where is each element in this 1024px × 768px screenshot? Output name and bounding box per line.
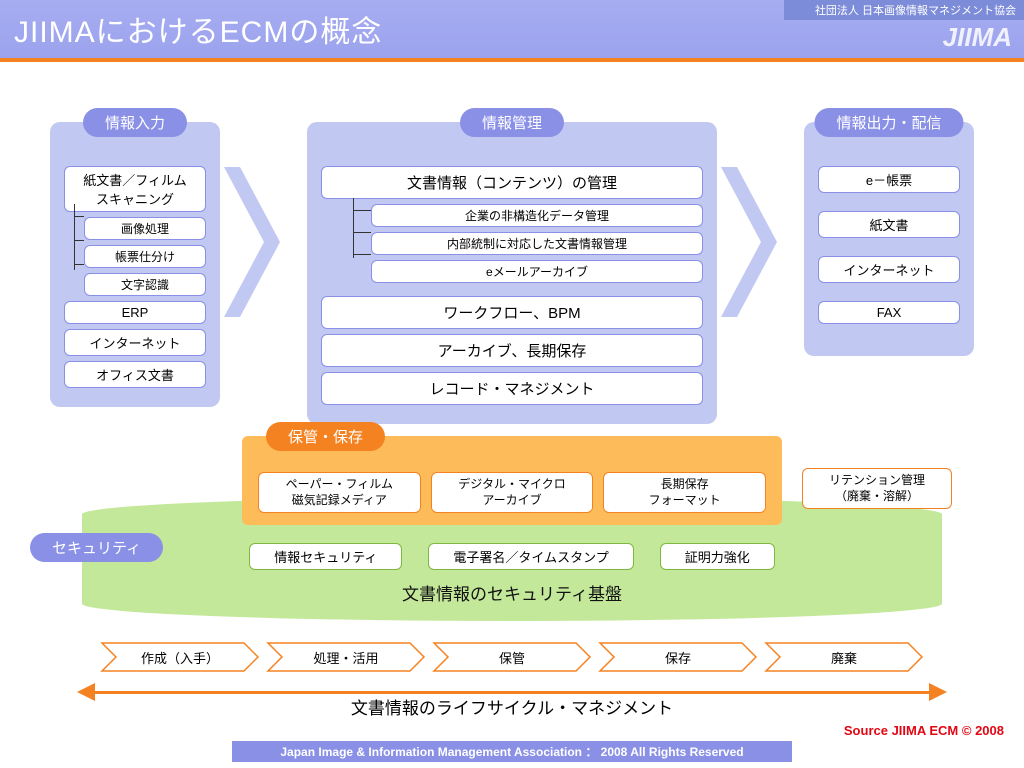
arrow-gap-right bbox=[726, 122, 796, 362]
security-0: 情報セキュリティ bbox=[249, 543, 402, 570]
panel-input: 情報入力 紙文書／フィルム スキャニング 画像処理 帳票仕分け 文字認識 ERP… bbox=[50, 122, 220, 407]
lc-label: 廃棄 bbox=[764, 641, 924, 673]
security-title: 文書情報のセキュリティ基盤 bbox=[142, 580, 882, 605]
arrow-gap-left bbox=[229, 122, 299, 362]
manage-tree: 文書情報（コンテンツ）の管理 企業の非構造化データ管理 内部統制に対応した文書情… bbox=[321, 166, 703, 405]
security-1: 電子署名／タイムスタンプ bbox=[428, 543, 633, 570]
lc-label: 作成（入手） bbox=[100, 641, 260, 673]
pill-manage: 情報管理 bbox=[460, 108, 564, 137]
header-right: 社団法人 日本画像情報マネジメント協会 JIIMA bbox=[784, 0, 1024, 58]
output-3: FAX bbox=[818, 301, 960, 324]
input-top-box: 紙文書／フィルム スキャニング bbox=[64, 166, 206, 212]
manage-main: 文書情報（コンテンツ）の管理 bbox=[321, 166, 703, 199]
lc-step-0: 作成（入手） bbox=[100, 641, 260, 673]
tree-line bbox=[74, 216, 84, 217]
input-bottom-1: インターネット bbox=[64, 329, 206, 356]
security-2: 証明力強化 bbox=[660, 543, 775, 570]
org-label: 社団法人 日本画像情報マネジメント協会 bbox=[784, 0, 1024, 20]
flow-arrow-icon bbox=[224, 167, 284, 317]
arrow-right-icon bbox=[929, 683, 947, 701]
panel-manage: 情報管理 文書情報（コンテンツ）の管理 企業の非構造化データ管理 内部統制に対応… bbox=[307, 122, 717, 424]
manage-row-1: アーカイブ、長期保存 bbox=[321, 334, 703, 367]
panel-output: 情報出力・配信 e－帳票 紙文書 インターネット FAX bbox=[804, 122, 974, 356]
security-panel: 情報セキュリティ 電子署名／タイムスタンプ 証明力強化 文書情報のセキュリティ基… bbox=[82, 497, 942, 621]
input-sub-0: 画像処理 bbox=[84, 217, 206, 240]
footer: Japan Image & Information Management Ass… bbox=[232, 741, 792, 762]
pill-input: 情報入力 bbox=[83, 108, 187, 137]
flow-arrow-icon bbox=[721, 167, 781, 317]
output-1: 紙文書 bbox=[818, 211, 960, 238]
lc-step-3: 保存 bbox=[598, 641, 758, 673]
manage-sub-0: 企業の非構造化データ管理 bbox=[371, 204, 703, 227]
logo-text: JIIMA bbox=[784, 20, 1024, 53]
lc-step-4: 廃棄 bbox=[764, 641, 924, 673]
lifecycle: 作成（入手） 処理・活用 保管 保存 廃棄 文書情報のライフサイクル・マネジメン… bbox=[77, 641, 947, 719]
source-label: Source JIIMA ECM © 2008 bbox=[844, 723, 1004, 738]
output-0: e－帳票 bbox=[818, 166, 960, 193]
lifecycle-steps: 作成（入手） 処理・活用 保管 保存 廃棄 bbox=[77, 641, 947, 673]
manage-row-0: ワークフロー、BPM bbox=[321, 296, 703, 329]
pill-security: セキュリティ bbox=[30, 533, 163, 562]
lc-label: 保管 bbox=[432, 641, 592, 673]
lc-label: 保存 bbox=[598, 641, 758, 673]
input-bottom-2: オフィス文書 bbox=[64, 361, 206, 388]
lc-step-2: 保管 bbox=[432, 641, 592, 673]
input-bottom-0: ERP bbox=[64, 301, 206, 324]
output-2: インターネット bbox=[818, 256, 960, 283]
tree-line bbox=[353, 210, 371, 211]
tree-line bbox=[74, 204, 75, 270]
input-tree: 紙文書／フィルム スキャニング 画像処理 帳票仕分け 文字認識 ERP インター… bbox=[64, 166, 206, 388]
pill-storage: 保管・保存 bbox=[266, 422, 385, 451]
top-row: 情報入力 紙文書／フィルム スキャニング 画像処理 帳票仕分け 文字認識 ERP… bbox=[50, 122, 974, 424]
lc-label: 処理・活用 bbox=[266, 641, 426, 673]
header: JIIMAにおけるECMの概念 社団法人 日本画像情報マネジメント協会 JIIM… bbox=[0, 0, 1024, 58]
pill-output: 情報出力・配信 bbox=[814, 108, 963, 137]
input-sub-2: 文字認識 bbox=[84, 273, 206, 296]
manage-row-2: レコード・マネジメント bbox=[321, 372, 703, 405]
arrow-left-icon bbox=[77, 683, 95, 701]
tree-line bbox=[353, 232, 371, 233]
tree-line bbox=[353, 254, 371, 255]
lifecycle-title: 文書情報のライフサイクル・マネジメント bbox=[337, 694, 687, 719]
tree-line bbox=[353, 198, 354, 258]
tree-line bbox=[74, 240, 84, 241]
page-title: JIIMAにおけるECMの概念 bbox=[14, 7, 382, 51]
lc-step-1: 処理・活用 bbox=[266, 641, 426, 673]
content: 情報入力 紙文書／フィルム スキャニング 画像処理 帳票仕分け 文字認識 ERP… bbox=[0, 62, 1024, 719]
manage-sub-1: 内部統制に対応した文書情報管理 bbox=[371, 232, 703, 255]
manage-sub-2: eメールアーカイブ bbox=[371, 260, 703, 283]
input-sub-1: 帳票仕分け bbox=[84, 245, 206, 268]
output-stack: e－帳票 紙文書 インターネット FAX bbox=[818, 166, 960, 324]
tree-line bbox=[74, 264, 84, 265]
security-row: 情報セキュリティ 電子署名／タイムスタンプ 証明力強化 bbox=[142, 543, 882, 570]
